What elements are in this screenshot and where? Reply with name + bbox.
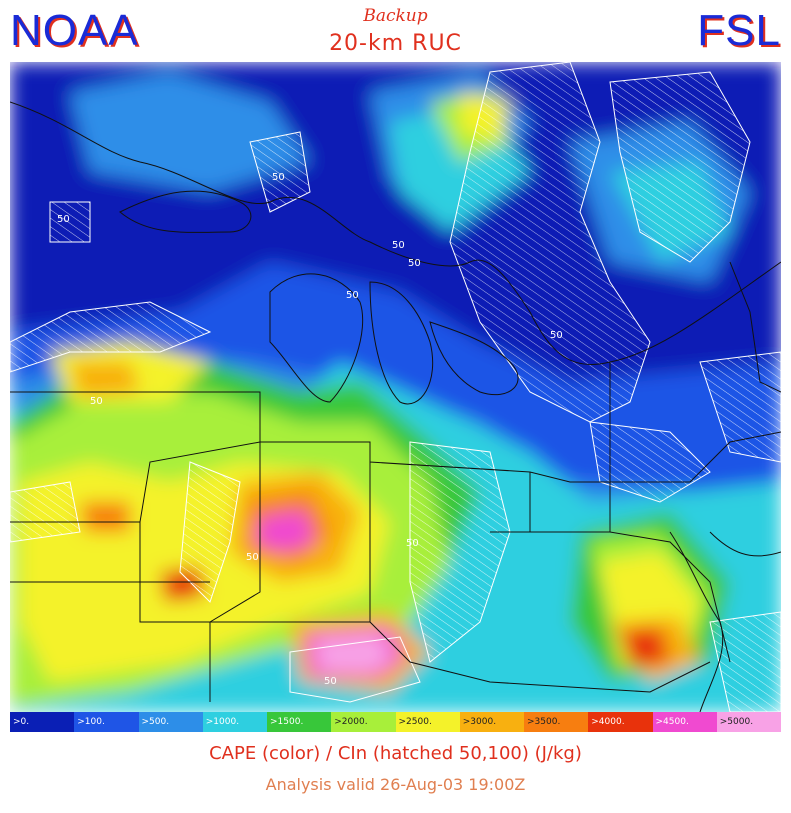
contour-label: 50 <box>346 290 359 301</box>
contour-label: 50 <box>246 552 259 563</box>
contour-label: 50 <box>406 538 419 549</box>
contour-labels: 50 50 50 50 50 50 50 50 50 50 <box>57 172 563 687</box>
geographic-borders <box>10 101 781 712</box>
legend-bin: >500. <box>138 712 203 732</box>
legend-bin: >0. <box>10 712 75 732</box>
contour-label: 50 <box>550 330 563 341</box>
legend-bin: >4500. <box>652 712 717 732</box>
contour-label: 50 <box>324 676 337 687</box>
product-title: CAPE (color) / CIn (hatched 50,100) (J/k… <box>209 743 582 764</box>
legend-bin: >100. <box>74 712 139 732</box>
contour-label: 50 <box>408 258 421 269</box>
contour-label: 50 <box>57 214 70 225</box>
legend-bin: >4000. <box>588 712 653 732</box>
contour-label: 50 <box>392 240 405 251</box>
model-name: 20-km RUC <box>329 31 462 56</box>
legend-bin: >3000. <box>459 712 524 732</box>
legend-bin: >5000. <box>716 712 781 732</box>
contour-label: 50 <box>272 172 285 183</box>
legend-bin: >3500. <box>524 712 589 732</box>
contour-label: 50 <box>90 396 103 407</box>
legend-bin: >1000. <box>202 712 267 732</box>
valid-time: Analysis valid 26-Aug-03 19:00Z <box>265 775 526 794</box>
legend-bin: >2500. <box>395 712 460 732</box>
fsl-logo: FSL <box>697 6 781 55</box>
cin-hatch <box>10 62 781 712</box>
noaa-logo: NOAA <box>10 6 139 55</box>
legend-bin: >2000. <box>331 712 396 732</box>
color-legend: >0. >100. >500. >1000. >1500. >2000. >2500. >30… <box>10 712 781 732</box>
cape-map: 50 50 50 50 50 50 50 50 50 50 <box>10 62 781 712</box>
header: NOAA Backup 20-km RUC FSL <box>0 0 791 62</box>
backup-label: Backup <box>363 6 428 26</box>
legend-bin: >1500. <box>267 712 332 732</box>
